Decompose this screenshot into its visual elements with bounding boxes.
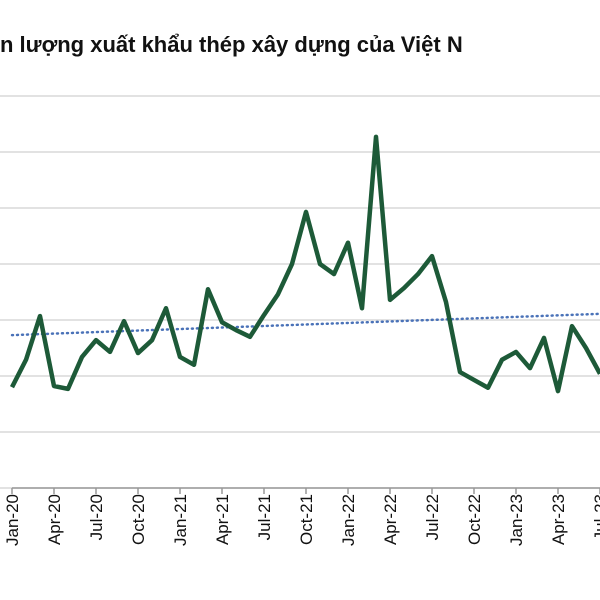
x-tick-label: Oct-21 <box>297 494 316 545</box>
x-tick-label: Oct-22 <box>465 494 484 545</box>
x-tick-label: Jul-22 <box>423 494 442 540</box>
x-tick-label: Apr-23 <box>549 494 568 545</box>
x-tick-label: Jul-21 <box>255 494 274 540</box>
x-tick-label: Jan-21 <box>171 494 190 546</box>
x-tick-label: Jan-20 <box>3 494 22 546</box>
x-tick-label: Apr-21 <box>213 494 232 545</box>
x-tick-label: Jan-23 <box>507 494 526 546</box>
x-tick-label: Jul-20 <box>87 494 106 540</box>
x-tick-label: Apr-20 <box>45 494 64 545</box>
x-tick-label: Jul-23 <box>591 494 600 540</box>
x-tick-label: Oct-20 <box>129 494 148 545</box>
line-series <box>9 134 600 394</box>
x-tick-label: Apr-22 <box>381 494 400 545</box>
trend-line <box>10 312 600 337</box>
x-tick-label: Jan-22 <box>339 494 358 546</box>
chart-title: n lượng xuất khẩu thép xây dựng của Việt… <box>0 32 463 57</box>
